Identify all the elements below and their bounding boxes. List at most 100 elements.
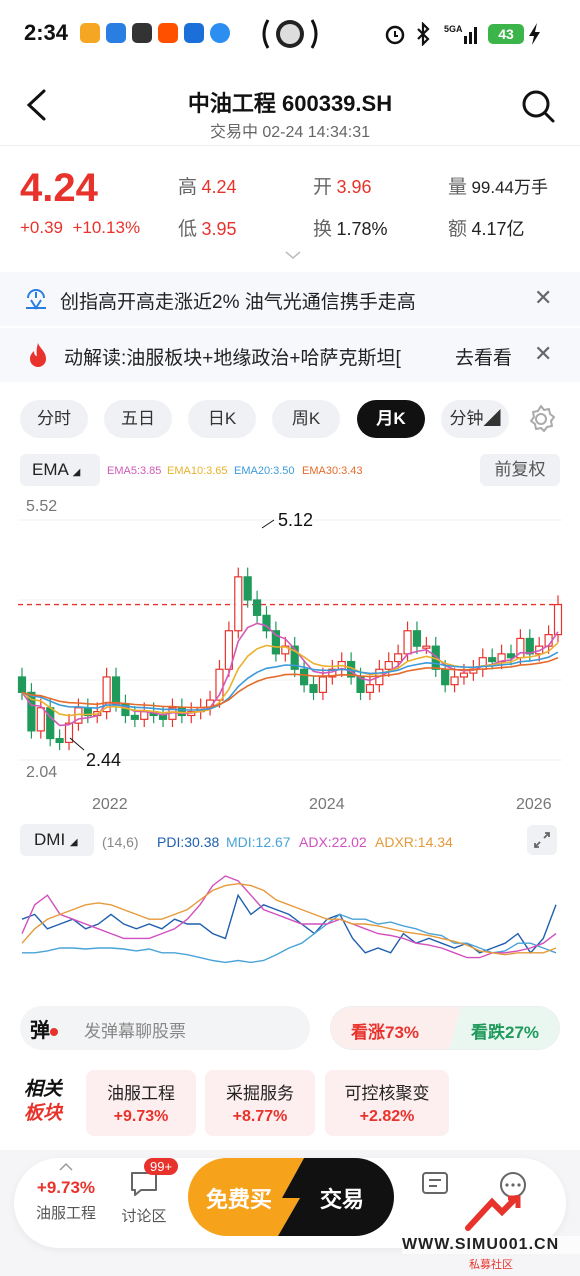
x-axis-label: 2022	[92, 796, 128, 813]
candle-body	[394, 653, 403, 663]
candle-body	[215, 668, 224, 701]
analysis-banner-text: 动解读:油服板块+地缘政治+哈萨克斯坦[	[64, 348, 401, 369]
fullscreen-icon[interactable]	[526, 824, 558, 856]
alarm-icon	[385, 25, 405, 45]
tab-intraday[interactable]: 分时	[20, 400, 88, 438]
dmi-label: DMI	[34, 830, 66, 849]
turnover-value: 1.78%	[336, 219, 388, 239]
candle-body	[422, 645, 431, 649]
app-icon	[132, 23, 152, 43]
ema10-legend: EMA10:3.65	[167, 465, 228, 477]
candle-body	[111, 676, 121, 705]
price-change: +0.39 +10.13%	[20, 218, 140, 238]
current-price: 4.24	[20, 166, 98, 210]
note-icon[interactable]	[420, 1170, 450, 1200]
volume-stat: 量 99.44万手	[448, 172, 548, 199]
amount-stat: 额 4.17亿	[448, 214, 525, 241]
sector-chip[interactable]: 采掘服务 +8.77%	[205, 1070, 315, 1136]
forum-label: 讨论区	[121, 1208, 167, 1225]
tab-minute[interactable]: 分钟◢	[441, 400, 509, 438]
trade-label[interactable]: 交易	[320, 1187, 365, 1212]
candle-body	[46, 707, 55, 740]
sentiment-vote[interactable]: 看涨73% 看跌27%	[330, 1006, 560, 1050]
tab-weekly-k[interactable]: 周K	[272, 400, 340, 438]
search-icon[interactable]	[520, 88, 556, 124]
candle-body	[318, 676, 328, 693]
sector-chip[interactable]: 可控核聚变 +2.82%	[325, 1070, 449, 1136]
dmi-indicator-selector[interactable]: DMI ◢	[20, 824, 94, 856]
dmi-chart[interactable]	[0, 860, 580, 990]
tab-daily-k[interactable]: 日K	[188, 400, 256, 438]
change-percent: +10.13%	[72, 218, 141, 237]
sectors-title-line: 板块	[24, 1103, 63, 1124]
candle-body	[365, 684, 375, 693]
vote-down-button[interactable]: 看跌27%	[471, 1023, 540, 1042]
ema-line	[21, 642, 559, 717]
status-bar: 2:34 5GA 43	[0, 0, 580, 70]
candle-body	[384, 660, 393, 670]
y-axis-min-label: 2.04	[26, 764, 58, 781]
dmi-line	[21, 882, 557, 956]
candle-body	[234, 576, 243, 632]
turnover-stat: 换 1.78%	[313, 214, 388, 241]
chevron-up-icon	[59, 1162, 73, 1171]
sector-chip[interactable]: 油服工程 +9.73%	[86, 1070, 196, 1136]
candle-body	[506, 653, 516, 659]
weibo-icon	[80, 23, 100, 43]
candle-body	[27, 691, 36, 732]
ema-label: EMA	[32, 460, 68, 479]
ema-line	[21, 651, 559, 711]
mdi-legend: MDI:12.67	[226, 834, 291, 850]
forum-badge: 99+	[144, 1158, 179, 1175]
buy-trade-button[interactable]: 免费买 交易	[188, 1158, 394, 1236]
candle-body	[271, 630, 280, 655]
close-icon[interactable]: ✕	[534, 285, 553, 310]
buy-trade-bg	[188, 1158, 394, 1236]
price-adjust-button[interactable]: 前复权	[480, 454, 560, 486]
open-stat: 开 3.96	[313, 172, 372, 199]
dynamic-island-icon	[262, 19, 318, 49]
ema5-legend: EMA5:3.85	[107, 465, 162, 477]
status-time: 2:34	[24, 20, 69, 45]
watermark-logo-icon	[465, 1195, 521, 1231]
x-axis-label: 2026	[516, 796, 552, 813]
watermark-name: 私募社区	[469, 1259, 513, 1271]
amount-label: 额	[448, 219, 468, 240]
charging-icon	[529, 23, 540, 45]
amount-value: 4.17亿	[471, 219, 525, 239]
view-link[interactable]: 去看看	[455, 348, 513, 369]
app-icon	[106, 23, 126, 43]
x-axis-label: 2024	[309, 796, 345, 813]
candle-body	[102, 676, 111, 713]
candle-body	[130, 714, 139, 720]
sectors-title-line: 相关	[24, 1079, 63, 1100]
settings-gear-icon[interactable]	[525, 403, 557, 435]
expand-chevron-icon[interactable]	[284, 250, 302, 260]
barrage-icon: 弹	[30, 1014, 60, 1042]
svg-text:5GA: 5GA	[444, 24, 463, 34]
barrage-input[interactable]: 弹 发弹幕聊股票	[20, 1006, 310, 1050]
low-marker-pointer	[69, 737, 85, 751]
vote-up-button[interactable]: 看涨73%	[351, 1023, 420, 1042]
analysis-banner[interactable]: 动解读:油服板块+地缘政治+哈萨克斯坦[ 去看看 ✕	[0, 328, 580, 382]
sector-shortcut[interactable]: +9.73% 油服工程	[26, 1178, 106, 1223]
back-arrow-icon[interactable]	[22, 88, 52, 122]
candle-body	[252, 599, 262, 616]
candle-body	[525, 637, 534, 655]
sector-name: 油服工程	[107, 1084, 175, 1103]
free-buy-label[interactable]: 免费买	[206, 1187, 273, 1212]
high-stat: 高 4.24	[178, 172, 237, 199]
candle-body	[300, 668, 309, 686]
news-banner-text: 创指高开高走涨近2% 油气光通信携手走高	[60, 292, 416, 313]
vote-bar	[331, 1007, 559, 1049]
tab-five-day[interactable]: 五日	[104, 400, 172, 438]
tab-monthly-k[interactable]: 月K	[357, 400, 425, 438]
news-banner[interactable]: 创指高开高走涨近2% 油气光通信携手走高 ✕	[0, 272, 580, 326]
forum-button[interactable]: 讨论区	[112, 1166, 176, 1226]
signal-icon: 5GA	[444, 24, 477, 44]
candle-body	[64, 722, 74, 744]
kline-chart[interactable]	[0, 480, 580, 820]
ema-indicator-selector[interactable]: EMA ◢	[20, 454, 100, 486]
close-icon[interactable]: ✕	[534, 341, 553, 366]
candle-body	[309, 684, 318, 693]
